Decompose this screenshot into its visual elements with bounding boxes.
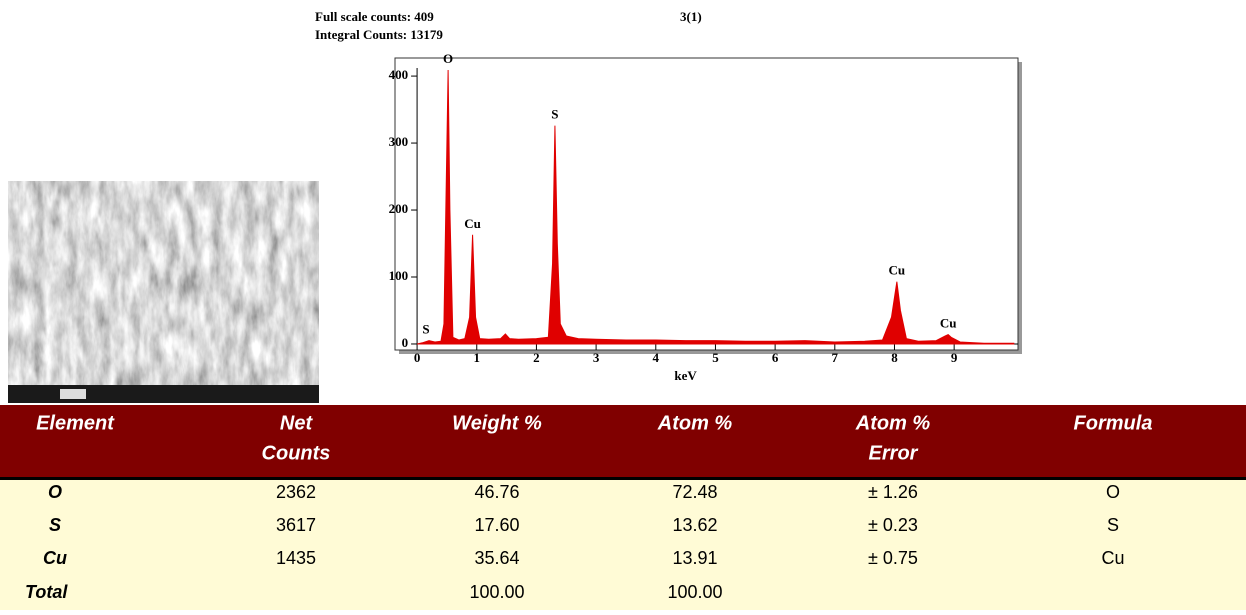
x-tick-label: 0 xyxy=(414,350,421,365)
table-cell: 17.60 xyxy=(474,515,519,535)
column-header: Atom % xyxy=(855,412,931,434)
column-header: Net xyxy=(280,412,314,434)
x-tick-label: 3 xyxy=(593,350,600,365)
x-axis-label: keV xyxy=(674,368,697,383)
x-tick-label: 7 xyxy=(832,350,839,365)
y-tick-label: 300 xyxy=(389,134,409,149)
x-tick-label: 5 xyxy=(712,350,719,365)
x-tick-label: 4 xyxy=(653,350,660,365)
peak-label: Cu xyxy=(940,316,957,331)
header-rule xyxy=(0,477,1246,480)
table-cell: 100.00 xyxy=(667,582,722,602)
row-label: S xyxy=(49,515,61,535)
table-cell: 72.48 xyxy=(672,482,717,502)
peak-label: Cu xyxy=(889,263,906,278)
x-tick-label: 6 xyxy=(772,350,779,365)
row-label: Cu xyxy=(43,548,67,568)
sem-logo xyxy=(60,389,86,399)
y-tick-label: 100 xyxy=(389,268,409,283)
full-scale: Full scale counts: 409 xyxy=(315,9,434,24)
y-tick-label: 0 xyxy=(402,335,409,350)
x-tick-label: 2 xyxy=(533,350,540,365)
spectrum xyxy=(416,70,1015,345)
plot-frame xyxy=(394,57,1019,351)
table-cell: 1435 xyxy=(276,548,316,568)
table-cell: ± 0.75 xyxy=(868,548,918,568)
table-cell: 46.76 xyxy=(474,482,519,502)
column-header: Atom % xyxy=(657,412,733,434)
peak-label: O xyxy=(443,51,453,66)
table-cell: S xyxy=(1107,515,1119,535)
table-cell: 2362 xyxy=(276,482,316,502)
peak-label: Cu xyxy=(464,216,481,231)
spectrum-id: 3(1) xyxy=(680,9,702,24)
table-cell: 35.64 xyxy=(474,548,519,568)
table-cell: 3617 xyxy=(276,515,316,535)
row-label: Total xyxy=(25,582,68,602)
peak-label: S xyxy=(422,322,429,337)
peak-label: S xyxy=(551,107,558,122)
table-cell: ± 1.26 xyxy=(868,482,918,502)
integral-counts: Integral Counts: 13179 xyxy=(315,27,443,42)
column-header: Element xyxy=(36,412,115,434)
column-header: Weight % xyxy=(452,412,542,434)
table-cell: 13.62 xyxy=(672,515,717,535)
x-tick-label: 9 xyxy=(951,350,958,365)
x-tick-label: 1 xyxy=(474,350,481,365)
sem-info-bar xyxy=(8,385,319,403)
table-cell: Cu xyxy=(1101,548,1124,568)
y-tick-label: 400 xyxy=(389,67,409,82)
table-cell: 13.91 xyxy=(672,548,717,568)
x-tick-label: 8 xyxy=(891,350,898,365)
sem-image xyxy=(8,181,319,385)
table-cell: 100.00 xyxy=(469,582,524,602)
y-tick-label: 200 xyxy=(389,201,409,216)
row-label: O xyxy=(48,482,62,502)
column-header: Counts xyxy=(262,442,331,464)
table-body xyxy=(0,480,1246,610)
table-header xyxy=(0,405,1246,477)
column-header: Error xyxy=(869,442,919,464)
column-header: Formula xyxy=(1074,412,1153,434)
table-cell: ± 0.23 xyxy=(868,515,918,535)
table-cell: O xyxy=(1106,482,1120,502)
